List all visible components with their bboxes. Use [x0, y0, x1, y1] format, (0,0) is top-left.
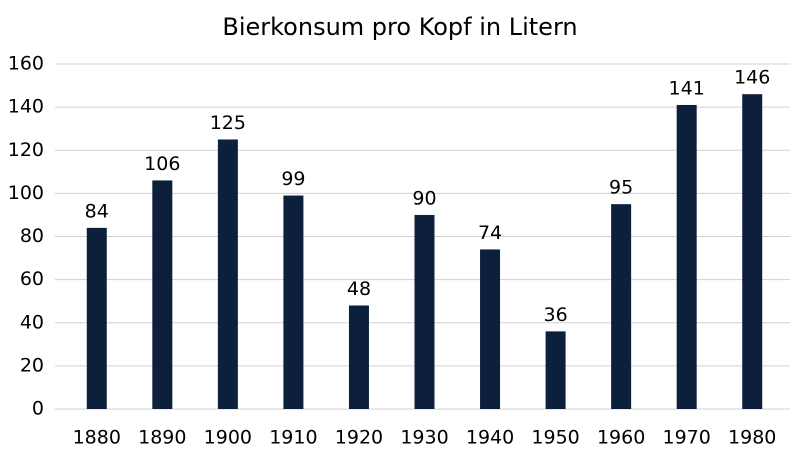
data-label: 99 [281, 168, 305, 190]
x-tick-label: 1950 [531, 427, 579, 449]
y-tick-label: 140 [8, 96, 44, 118]
data-label: 146 [734, 67, 770, 89]
bar [86, 227, 107, 409]
data-label: 141 [669, 77, 705, 99]
x-tick-label: 1960 [597, 427, 645, 449]
data-label: 90 [412, 187, 436, 209]
bar [152, 180, 173, 409]
x-tick-label: 1900 [204, 427, 252, 449]
bar [545, 331, 566, 409]
x-tick-label: 1920 [335, 427, 383, 449]
bar [611, 204, 632, 409]
data-label: 106 [144, 153, 180, 175]
x-tick-label: 1880 [73, 427, 121, 449]
y-tick-label: 40 [20, 311, 44, 333]
data-label: 74 [478, 222, 502, 244]
chart-title: Bierkonsum pro Kopf in Litern [222, 13, 577, 41]
y-tick-label: 0 [32, 398, 44, 420]
y-tick-label: 80 [20, 225, 44, 247]
x-tick-label: 1940 [466, 427, 514, 449]
y-tick-label: 120 [8, 139, 44, 161]
data-label: 95 [609, 177, 633, 199]
bar [348, 305, 369, 409]
data-label: 48 [347, 278, 371, 300]
x-tick-label: 1980 [728, 427, 776, 449]
y-tick-label: 100 [8, 182, 44, 204]
data-label: 36 [543, 304, 567, 326]
x-tick-label: 1890 [138, 427, 186, 449]
y-tick-label: 160 [8, 53, 44, 75]
data-label: 125 [210, 112, 246, 134]
x-tick-label: 1910 [269, 427, 317, 449]
bar [742, 94, 763, 409]
bar [283, 195, 304, 409]
data-label: 84 [85, 200, 109, 222]
y-tick-label: 20 [20, 354, 44, 376]
bar [676, 104, 697, 409]
y-tick-label: 60 [20, 268, 44, 290]
bar [414, 214, 435, 409]
bar [217, 139, 238, 409]
bar [480, 249, 501, 409]
x-tick-label: 1970 [663, 427, 711, 449]
x-tick-label: 1930 [400, 427, 448, 449]
